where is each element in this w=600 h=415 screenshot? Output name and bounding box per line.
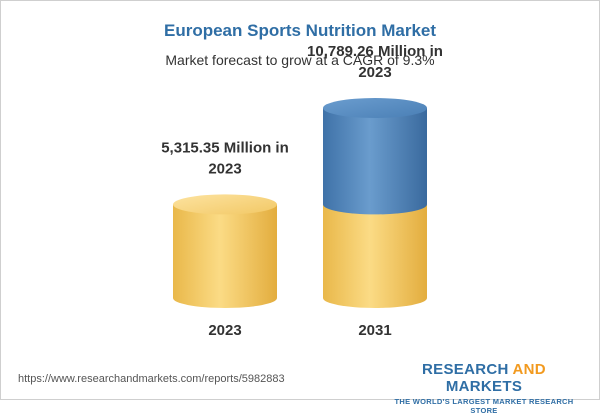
chart-frame [0, 0, 600, 400]
bar-growth-segment-2031 [323, 108, 427, 215]
bar-top-2023 [173, 194, 277, 215]
category-label-2031: 2031 [358, 322, 391, 339]
brand-name-part2: MARKETS [445, 378, 523, 395]
source-url[interactable]: https://www.researchandmarkets.com/repor… [18, 373, 285, 385]
category-label-2023: 2023 [208, 322, 241, 339]
brand-name-part1: RESEARCH [422, 361, 513, 378]
cylinder-chart: 2023 5,315.35 Million in 2023 2031 10,789.26… [161, 43, 443, 339]
brand-name: RESEARCH AND MARKETS [384, 361, 584, 395]
bar-body-2023 [173, 204, 277, 308]
bar-top-2031 [323, 98, 427, 118]
bar-base-segment-2031 [323, 204, 427, 308]
chart-title: European Sports Nutrition Market [163, 21, 437, 40]
data-label-2031: 10,789.26 Million in 2023 [307, 43, 443, 81]
brand-name-and: AND [512, 361, 546, 378]
data-label-2023: 5,315.35 Million in 2023 [161, 139, 289, 177]
brand-logo: RESEARCH AND MARKETS THE WORLD'S LARGEST… [384, 361, 584, 415]
chart-subtitle: Market forecast to grow at a CAGR of 9.3… [165, 52, 435, 68]
bar-2031 [323, 98, 427, 308]
bar-2023 [173, 194, 277, 308]
